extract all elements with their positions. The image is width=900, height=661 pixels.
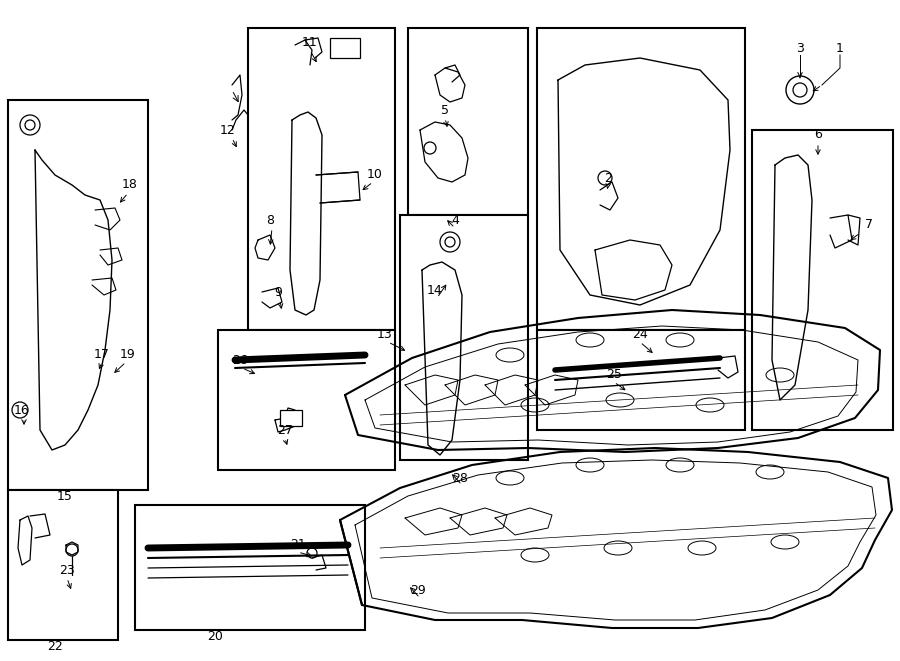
Text: 13: 13 [377,329,393,342]
Text: 18: 18 [122,178,138,192]
Text: 17: 17 [94,348,110,362]
Text: 28: 28 [452,471,468,485]
Text: 23: 23 [59,563,75,576]
Bar [218,330,395,470]
Text: 25: 25 [606,368,622,381]
Text: 8: 8 [266,214,274,227]
Text: 19: 19 [120,348,136,362]
Text: 2: 2 [604,171,612,184]
Text: 12: 12 [220,124,236,137]
Text: 26: 26 [232,354,248,366]
Text: 21: 21 [290,539,306,551]
Text: 4: 4 [451,214,459,227]
Bar [537,330,745,430]
Text: 14: 14 [428,284,443,297]
Text: 22: 22 [47,641,63,654]
Text: 16: 16 [14,403,30,416]
Text: 5: 5 [441,104,449,116]
Text: 10: 10 [367,169,382,182]
Text: 7: 7 [865,219,873,231]
Text: 3: 3 [796,42,804,54]
Text: 15: 15 [57,490,73,504]
Text: 1: 1 [836,42,844,54]
Bar [135,505,365,630]
Text: 29: 29 [410,584,426,596]
Text: 27: 27 [277,424,292,436]
Bar [752,130,893,430]
Bar [8,490,118,640]
Bar [280,410,302,426]
Bar [330,38,360,58]
Text: 20: 20 [207,631,223,644]
Bar [8,100,148,490]
Text: 6: 6 [814,128,822,141]
Bar [400,215,528,460]
Text: 24: 24 [632,329,648,342]
Bar [408,28,528,215]
Bar [537,28,745,330]
Text: 9: 9 [274,286,282,299]
Text: 11: 11 [302,36,318,48]
Bar [248,28,395,330]
